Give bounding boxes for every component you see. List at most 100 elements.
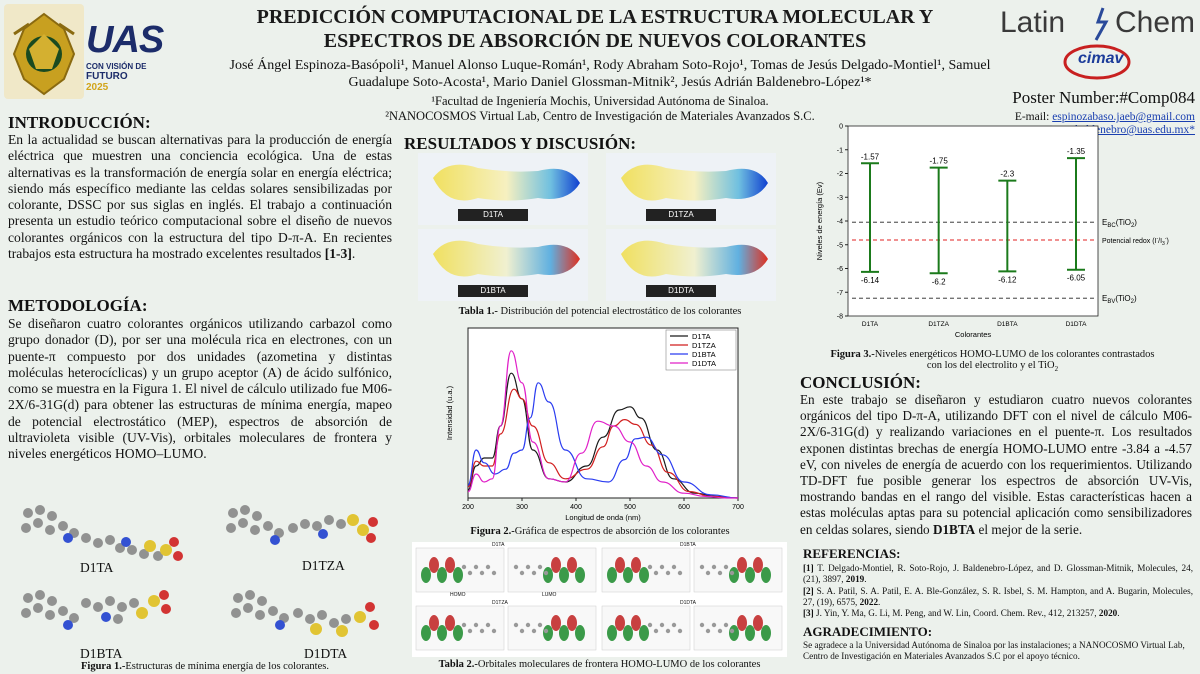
- orbital-lobe: [745, 625, 755, 641]
- orbital-atom: [485, 622, 491, 628]
- email-link-1[interactable]: espinozabaso.jaeb@gmail.com: [1052, 111, 1195, 123]
- mep-label-d1tza: D1TZA: [668, 210, 694, 219]
- orbital-atom: [729, 570, 735, 576]
- orbital-homo-label: HOMO: [450, 592, 466, 598]
- orbital-cell-3: [693, 547, 783, 593]
- orbital-cell-5: [507, 605, 597, 651]
- energy-y-tick-label-5: -5: [837, 242, 843, 249]
- method-text: Se diseñaron cuatro colorantes orgánicos…: [8, 316, 392, 462]
- orbital-lobe: [575, 567, 585, 583]
- figure3-caption: Figura 3.-Niveles energéticos HOMO-LUMO …: [830, 349, 1155, 374]
- uv-legend-label-d1dta: D1DTA: [692, 359, 716, 368]
- orbital-name-d1bta: D1BTA: [680, 542, 696, 548]
- references-heading: REFERENCIAS:: [803, 546, 901, 561]
- table1-caption: Tabla 1.- Distribución del potencial ele…: [458, 306, 742, 317]
- orbital-lobe: [753, 615, 763, 631]
- uv-series-d1bta: [467, 382, 739, 499]
- orbital-atom: [525, 622, 531, 628]
- orbital-atom: [461, 564, 467, 570]
- orbital-atom: [677, 628, 683, 634]
- orbital-lobe: [453, 625, 463, 641]
- orbital-lobe: [567, 615, 577, 631]
- orbital-atom: [729, 628, 735, 634]
- orbital-lobe: [761, 567, 771, 583]
- intro-heading: INTRODUCCIÓN:: [8, 113, 151, 132]
- conclusion-text: En este trabajo se diseñaron y estudiaro…: [800, 392, 1192, 537]
- orbital-lobe: [615, 615, 625, 631]
- energy-homo-label-d1tza: -6.2: [932, 277, 946, 286]
- uv-series-d1dta: [467, 350, 738, 499]
- orbital-lobe: [445, 615, 455, 631]
- ack-heading: AGRADECIMIENTO:: [803, 624, 933, 639]
- orbital-lobe: [639, 567, 649, 583]
- orbital-atom: [519, 628, 525, 634]
- uas-logo: UAS CON VISIÓN DE FUTURO 2025: [86, 19, 164, 93]
- orbital-lobe: [543, 567, 553, 583]
- orbital-lobe: [639, 625, 649, 641]
- orbital-atom: [519, 570, 525, 576]
- orbital-name-d1dta: D1DTA: [680, 600, 697, 606]
- orbital-lobe: [607, 625, 617, 641]
- uv-x-tick-label-1: 300: [516, 504, 528, 511]
- orbital-lobe: [737, 557, 747, 573]
- orbital-lobe: [575, 625, 585, 641]
- orbital-lobe: [551, 557, 561, 573]
- ack-text: Se agradece a la Universidad Autónoma de…: [803, 640, 1185, 662]
- orbital-atom: [671, 564, 677, 570]
- orbital-lobe: [445, 557, 455, 573]
- orbital-lobe: [421, 625, 431, 641]
- orbital-atom: [717, 570, 723, 576]
- orbital-atom: [525, 564, 531, 570]
- table1-mep-maps: D1TA D1TZA D1BTA D1DTA: [418, 153, 776, 303]
- references-list: [1] T. Delgado-Montiel, R. Soto-Rojo, J.…: [803, 563, 1193, 619]
- orbital-atom: [659, 622, 665, 628]
- fig1-label-d1tza: D1TZA: [302, 558, 345, 573]
- orbital-lobe: [429, 615, 439, 631]
- orbital-atom: [491, 628, 497, 634]
- uv-x-tick-label-4: 600: [678, 504, 690, 511]
- orbital-atom: [473, 622, 479, 628]
- uv-legend-label-d1ta: D1TA: [692, 332, 711, 341]
- orbital-atom: [473, 564, 479, 570]
- orbital-atom: [513, 622, 519, 628]
- energy-y-tick-label-8: -8: [837, 314, 843, 321]
- orbital-atom: [461, 622, 467, 628]
- energy-homo-label-d1ta: -6.14: [861, 276, 880, 285]
- orbital-name-d1ta: D1TA: [492, 542, 505, 548]
- energy-x-tick-label-d1bta: D1BTA: [997, 321, 1018, 328]
- orbital-atom: [723, 622, 729, 628]
- energy-x-tick-label-d1ta: D1TA: [862, 321, 879, 328]
- orbital-atom: [711, 622, 717, 628]
- orbital-lobe: [737, 615, 747, 631]
- authors: José Ángel Espinoza-Basópoli¹, Manuel Al…: [229, 58, 991, 90]
- orbital-cell-1: [507, 547, 597, 593]
- mep-label-d1bta: D1BTA: [480, 286, 506, 295]
- orbital-atom: [513, 564, 519, 570]
- table2-caption: Tabla 2.-Orbitales moleculares de fronte…: [438, 659, 761, 670]
- fig1-label-d1ta: D1TA: [80, 560, 114, 575]
- conclusion-heading: CONCLUSIÓN:: [800, 373, 921, 392]
- orbital-atom: [677, 570, 683, 576]
- orbital-lobe: [753, 557, 763, 573]
- energy-y-tick-label-7: -7: [837, 290, 843, 297]
- orbital-atom: [531, 628, 537, 634]
- orbital-atom: [543, 628, 549, 634]
- orbital-atom: [705, 570, 711, 576]
- fig1-label-d1bta: D1BTA: [80, 646, 123, 661]
- orbital-lobe: [567, 557, 577, 573]
- reference-2: [2] S. A. Patil, S. A. Patil, E. A. Ble-…: [803, 585, 1193, 607]
- orbital-lobe: [543, 625, 553, 641]
- figure3-energy-chart: 0 -1 -2 -3 -4 -5 -6 -7 -8 Niveles de energía (Ev)…: [815, 124, 1169, 340]
- orbital-atom: [537, 564, 543, 570]
- figure2-caption: Figura 2.-Gráfica de espectros de absorc…: [470, 526, 730, 537]
- energy-homo-label-d1dta: -6.05: [1067, 274, 1086, 283]
- uv-x-tick-label-0: 200: [462, 504, 474, 511]
- mep-label-d1ta: D1TA: [483, 210, 503, 219]
- orbital-lobe: [437, 567, 447, 583]
- orbital-atom: [485, 564, 491, 570]
- orbital-lobe: [453, 567, 463, 583]
- orbital-lobe: [631, 615, 641, 631]
- mep-label-d1dta: D1DTA: [668, 286, 694, 295]
- orbital-lobe: [559, 567, 569, 583]
- reference-3: [3] J. Yin, Y. Ma, G. Li, M. Peng, and W…: [803, 608, 1120, 619]
